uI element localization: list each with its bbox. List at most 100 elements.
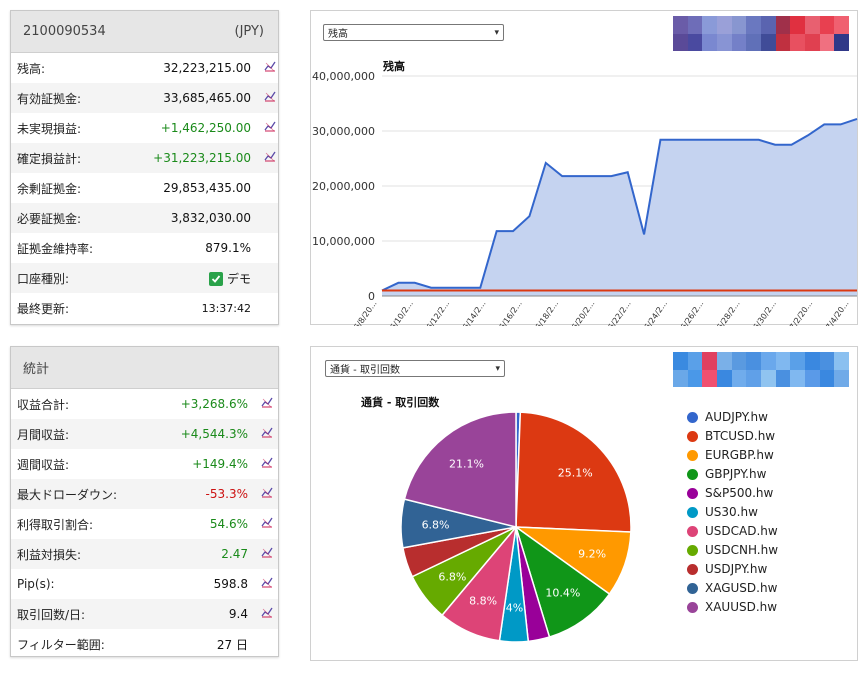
chart-line-icon[interactable]	[261, 576, 273, 588]
mosaic-block	[746, 369, 761, 387]
account-row: 確定損益計: +31,223,215.00	[11, 143, 278, 173]
mosaic-block	[819, 369, 835, 387]
x-tick-label: 6/24/2...	[643, 299, 670, 326]
account-row-value: +1,462,250.00	[160, 121, 251, 135]
pie-slice-label: 10.4%	[545, 586, 580, 599]
legend-label: GBPJPY.hw	[705, 467, 767, 481]
mosaic-block	[819, 16, 835, 34]
x-tick-label: 6/8/20...	[352, 299, 379, 326]
chart-line-icon[interactable]	[261, 426, 273, 438]
legend-color-dot	[687, 487, 698, 499]
balance-line	[381, 117, 858, 292]
mosaic-block	[790, 33, 805, 51]
mosaic-block	[717, 352, 732, 370]
mosaic-block	[761, 352, 776, 370]
chart-line-icon[interactable]	[261, 606, 273, 618]
pie-slice[interactable]	[514, 525, 611, 638]
stats-row: Pip(s): 598.8	[11, 569, 278, 599]
chart-line-icon[interactable]	[264, 90, 276, 102]
legend-item[interactable]: GBPJPY.hw	[687, 467, 766, 481]
legend-item[interactable]: S&P500.hw	[687, 486, 773, 500]
legend-item[interactable]: XAGUSD.hw	[687, 581, 777, 595]
stats-row: 最大ドローダウン: -53.3%	[11, 479, 278, 509]
stats-row-label: Pip(s):	[17, 577, 55, 591]
legend-item[interactable]: USDJPY.hw	[687, 562, 767, 576]
mosaic-block	[717, 369, 732, 387]
pie-slice[interactable]	[403, 411, 517, 528]
mosaic-block	[819, 352, 835, 370]
account-id: 2100090534	[23, 24, 106, 39]
chart-line-icon[interactable]	[261, 456, 273, 468]
x-tick-label: 6/18/2...	[534, 299, 561, 326]
stats-row-value: 9.4	[228, 607, 248, 621]
legend-label: EURGBP.hw	[705, 448, 774, 462]
account-type-text: デモ	[226, 271, 251, 286]
chart-line-icon[interactable]	[264, 60, 276, 72]
pie-slice-label: 4%	[506, 601, 523, 614]
account-header: 2100090534 (JPY)	[11, 11, 278, 53]
stats-header: 統計	[11, 347, 278, 389]
account-row: 余剰証拠金: 29,853,435.00	[11, 173, 278, 203]
chart-line-icon[interactable]	[261, 546, 273, 558]
account-row-value: 13:37:42	[201, 301, 251, 315]
pie-chart-select[interactable]: 通貨 - 取引回数 ▾	[325, 360, 505, 377]
redacted-image	[673, 352, 849, 387]
pie-slice[interactable]	[515, 411, 632, 533]
account-panel: 2100090534 (JPY) 残高: 32,223,215.00 有効証拠金: 3…	[10, 10, 279, 325]
account-row: 必要証拠金: 3,832,030.00	[11, 203, 278, 233]
mosaic-block	[731, 33, 747, 51]
legend-item[interactable]: XAUUSD.hw	[687, 600, 777, 614]
chart-line-icon[interactable]	[261, 396, 273, 408]
legend-color-dot	[687, 430, 698, 442]
chart-line-icon[interactable]	[264, 120, 276, 132]
redacted-image	[673, 16, 849, 51]
legend-item[interactable]: BTCUSD.hw	[687, 429, 775, 443]
chart-line-icon[interactable]	[261, 486, 273, 498]
mosaic-block	[790, 16, 805, 34]
account-row-value: デモ	[208, 270, 251, 287]
mosaic-block	[775, 369, 791, 387]
mosaic-block	[746, 33, 761, 51]
x-tick-label: 6/28/2...	[715, 299, 742, 326]
stats-panel: 統計 収益合計: +3,268.6% 月間収益: +4,544.3% 週間収益: +149…	[10, 346, 279, 657]
balance-chart-select[interactable]: 残高 ▾	[323, 24, 504, 41]
stats-rows: 収益合計: +3,268.6% 月間収益: +4,544.3% 週間収益: +149.4%…	[11, 389, 278, 659]
account-row: 有効証拠金: 33,685,465.00	[11, 83, 278, 113]
mosaic-block	[687, 352, 703, 370]
legend-label: USDCAD.hw	[705, 524, 778, 538]
y-tick-label: 0	[368, 290, 375, 303]
x-tick-label: 6/12/2...	[425, 299, 452, 326]
y-tick-label: 40,000,000	[312, 70, 375, 83]
stats-row-value: 2.47	[221, 547, 248, 561]
pie-slice-label: 6.8%	[422, 518, 450, 531]
stats-row-label: 収益合計:	[17, 397, 70, 412]
mosaic-block	[687, 33, 703, 51]
legend-color-dot	[687, 544, 698, 556]
mosaic-block	[805, 33, 820, 51]
account-row-label: 残高:	[17, 61, 46, 76]
pie-chart-panel: 通貨 - 取引回数 ▾ 通貨 - 取引回数 25.1% 9.2% 10.4% 4% 8.8…	[310, 346, 858, 661]
mosaic-block	[775, 16, 791, 34]
chart-title: 通貨 - 取引回数	[361, 395, 440, 409]
mosaic-block	[702, 352, 717, 370]
mosaic-block	[673, 33, 688, 51]
legend-item[interactable]: US30.hw	[687, 505, 758, 519]
mosaic-block	[717, 16, 732, 34]
account-row: 残高: 32,223,215.00	[11, 53, 278, 83]
mosaic-block	[673, 16, 688, 34]
legend-item[interactable]: USDCAD.hw	[687, 524, 778, 538]
legend-item[interactable]: AUDJPY.hw	[687, 410, 768, 424]
legend-item[interactable]: EURGBP.hw	[687, 448, 774, 462]
legend-color-dot	[687, 468, 698, 480]
pie-select-value: 通貨 - 取引回数	[330, 365, 400, 376]
stats-row-label: フィルター範囲:	[17, 637, 105, 652]
legend-label: XAUUSD.hw	[705, 600, 778, 614]
stats-row-label: 利益対損失:	[17, 547, 82, 562]
legend-label: BTCUSD.hw	[705, 429, 776, 443]
chart-line-icon[interactable]	[261, 516, 273, 528]
legend-label: USDJPY.hw	[705, 562, 768, 576]
chart-line-icon[interactable]	[264, 150, 276, 162]
chevron-down-icon: ▾	[495, 363, 500, 374]
legend-item[interactable]: USDCNH.hw	[687, 543, 778, 557]
account-row-value: 33,685,465.00	[163, 91, 251, 105]
